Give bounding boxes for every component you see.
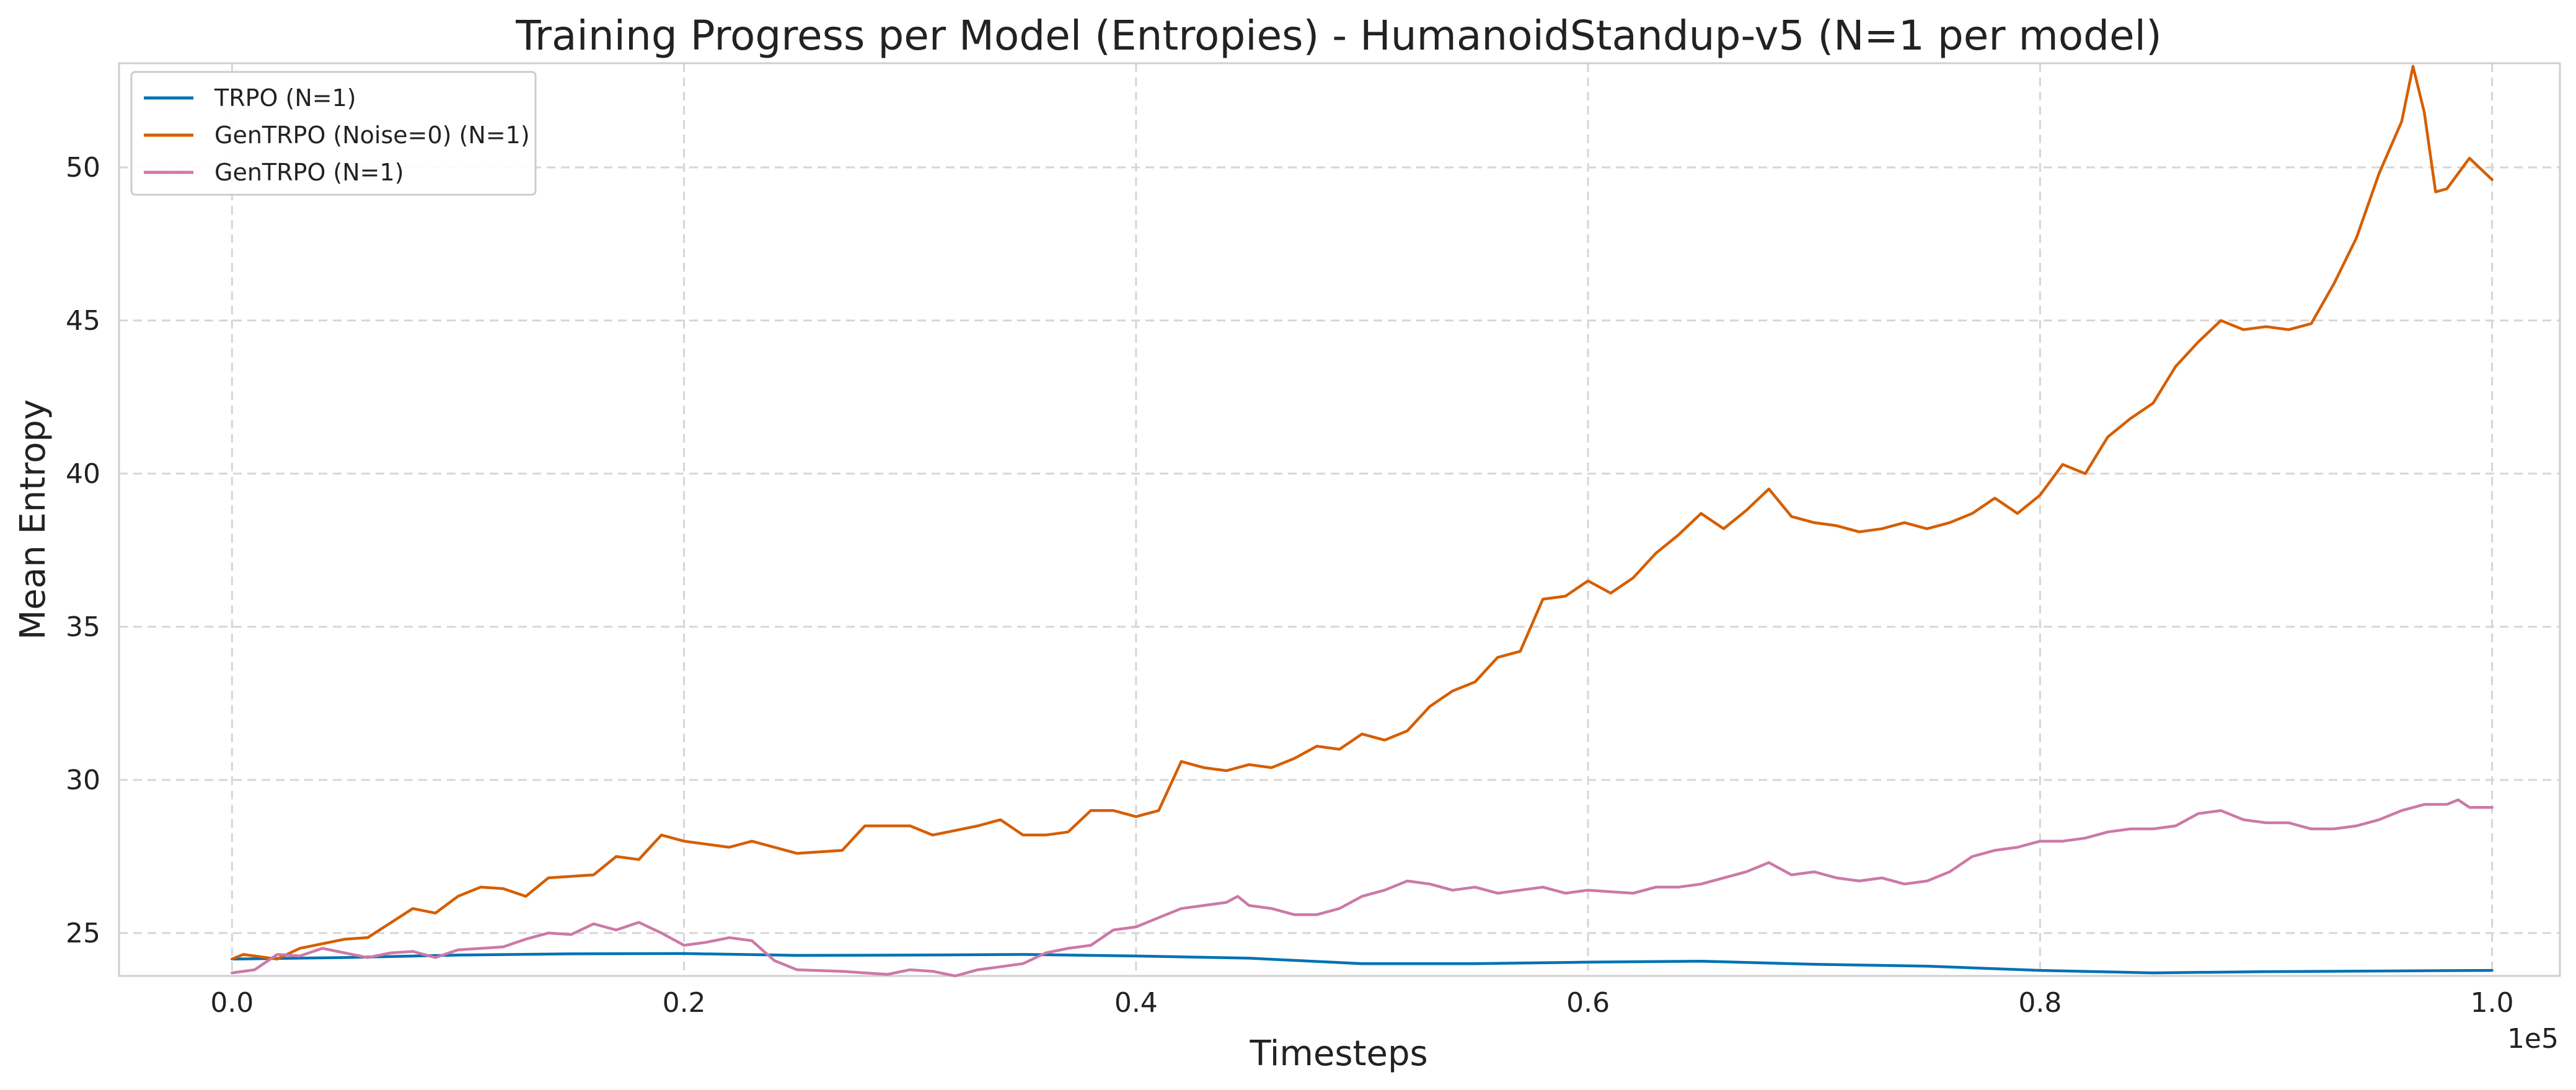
series-line-2 (231, 64, 2494, 961)
y-tick-label: 45 (66, 305, 100, 337)
chart-title: Training Progress per Model (Entropies) … (515, 12, 2161, 60)
y-axis-label: Mean Entropy (13, 399, 53, 640)
x-tick-label: 0.6 (1566, 987, 1610, 1019)
y-tick-label: 35 (66, 611, 100, 643)
y-tick-label: 25 (66, 918, 100, 949)
x-axis-label: Timesteps (1249, 1034, 1427, 1074)
y-tick-label: 30 (66, 764, 100, 796)
legend-label: GenTRPO (N=1) (214, 159, 404, 186)
y-tick-labels: 25 30 35 40 45 50 (66, 152, 100, 949)
x-tick-label: 0.4 (1114, 987, 1158, 1019)
y-tick-label: 50 (66, 152, 100, 184)
legend-items: TRPO (N=1) GenTRPO (Noise=0) (N=1) GenTRPO… (144, 84, 530, 186)
x-tick-labels: 0.0 0.2 0.4 0.6 0.8 1.0 (210, 987, 2513, 1019)
x-tick-label: 0.2 (663, 987, 706, 1019)
x-tick-label: 0.8 (2018, 987, 2062, 1019)
legend-box (130, 71, 537, 196)
series-line-1 (231, 952, 2494, 975)
x-tick-label: 0.0 (210, 987, 254, 1019)
gridlines (119, 63, 2560, 976)
legend: TRPO (N=1) GenTRPO (Noise=0) (N=1) GenTRPO… (130, 71, 537, 196)
series-line-3 (231, 798, 2494, 978)
series-lines (231, 64, 2494, 978)
legend-label: GenTRPO (Noise=0) (N=1) (214, 122, 530, 149)
legend-label: TRPO (N=1) (214, 84, 356, 112)
x-tick-label: 1.0 (2471, 987, 2514, 1019)
x-axis-offset-label: 1e5 (2507, 1023, 2559, 1055)
y-tick-label: 40 (66, 458, 100, 490)
plot-area-frame (118, 62, 2561, 977)
